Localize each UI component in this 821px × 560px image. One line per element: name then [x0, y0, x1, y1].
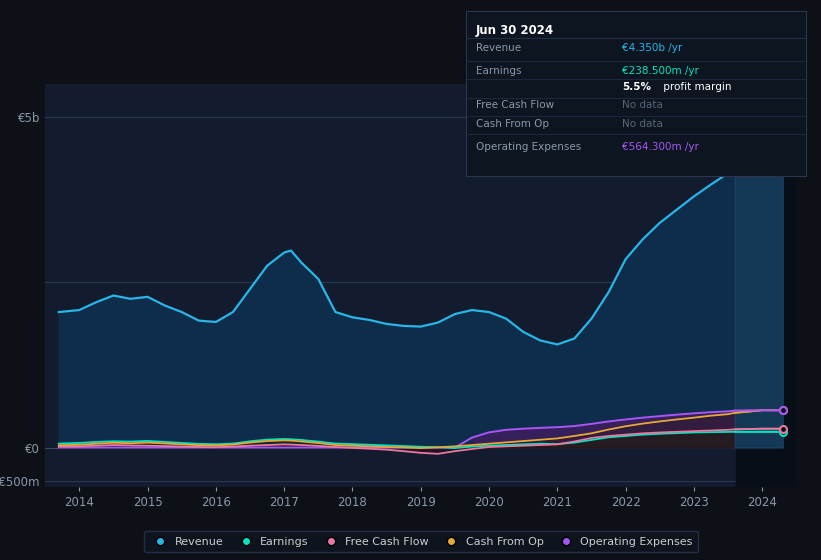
Text: 5.5%: 5.5%	[622, 82, 651, 92]
Text: No data: No data	[622, 100, 663, 110]
Text: Operating Expenses: Operating Expenses	[475, 142, 581, 152]
Text: Jun 30 2024: Jun 30 2024	[475, 25, 554, 38]
Text: Earnings: Earnings	[475, 66, 521, 76]
Text: €564.300m /yr: €564.300m /yr	[622, 142, 699, 152]
Text: Cash From Op: Cash From Op	[475, 119, 548, 129]
Text: Free Cash Flow: Free Cash Flow	[475, 100, 554, 110]
Text: profit margin: profit margin	[660, 82, 732, 92]
Bar	[736, 84, 796, 487]
Legend: Revenue, Earnings, Free Cash Flow, Cash From Op, Operating Expenses: Revenue, Earnings, Free Cash Flow, Cash …	[144, 531, 698, 552]
Text: €238.500m /yr: €238.500m /yr	[622, 66, 699, 76]
Text: €4.350b /yr: €4.350b /yr	[622, 43, 682, 53]
Text: Revenue: Revenue	[475, 43, 521, 53]
Text: No data: No data	[622, 119, 663, 129]
